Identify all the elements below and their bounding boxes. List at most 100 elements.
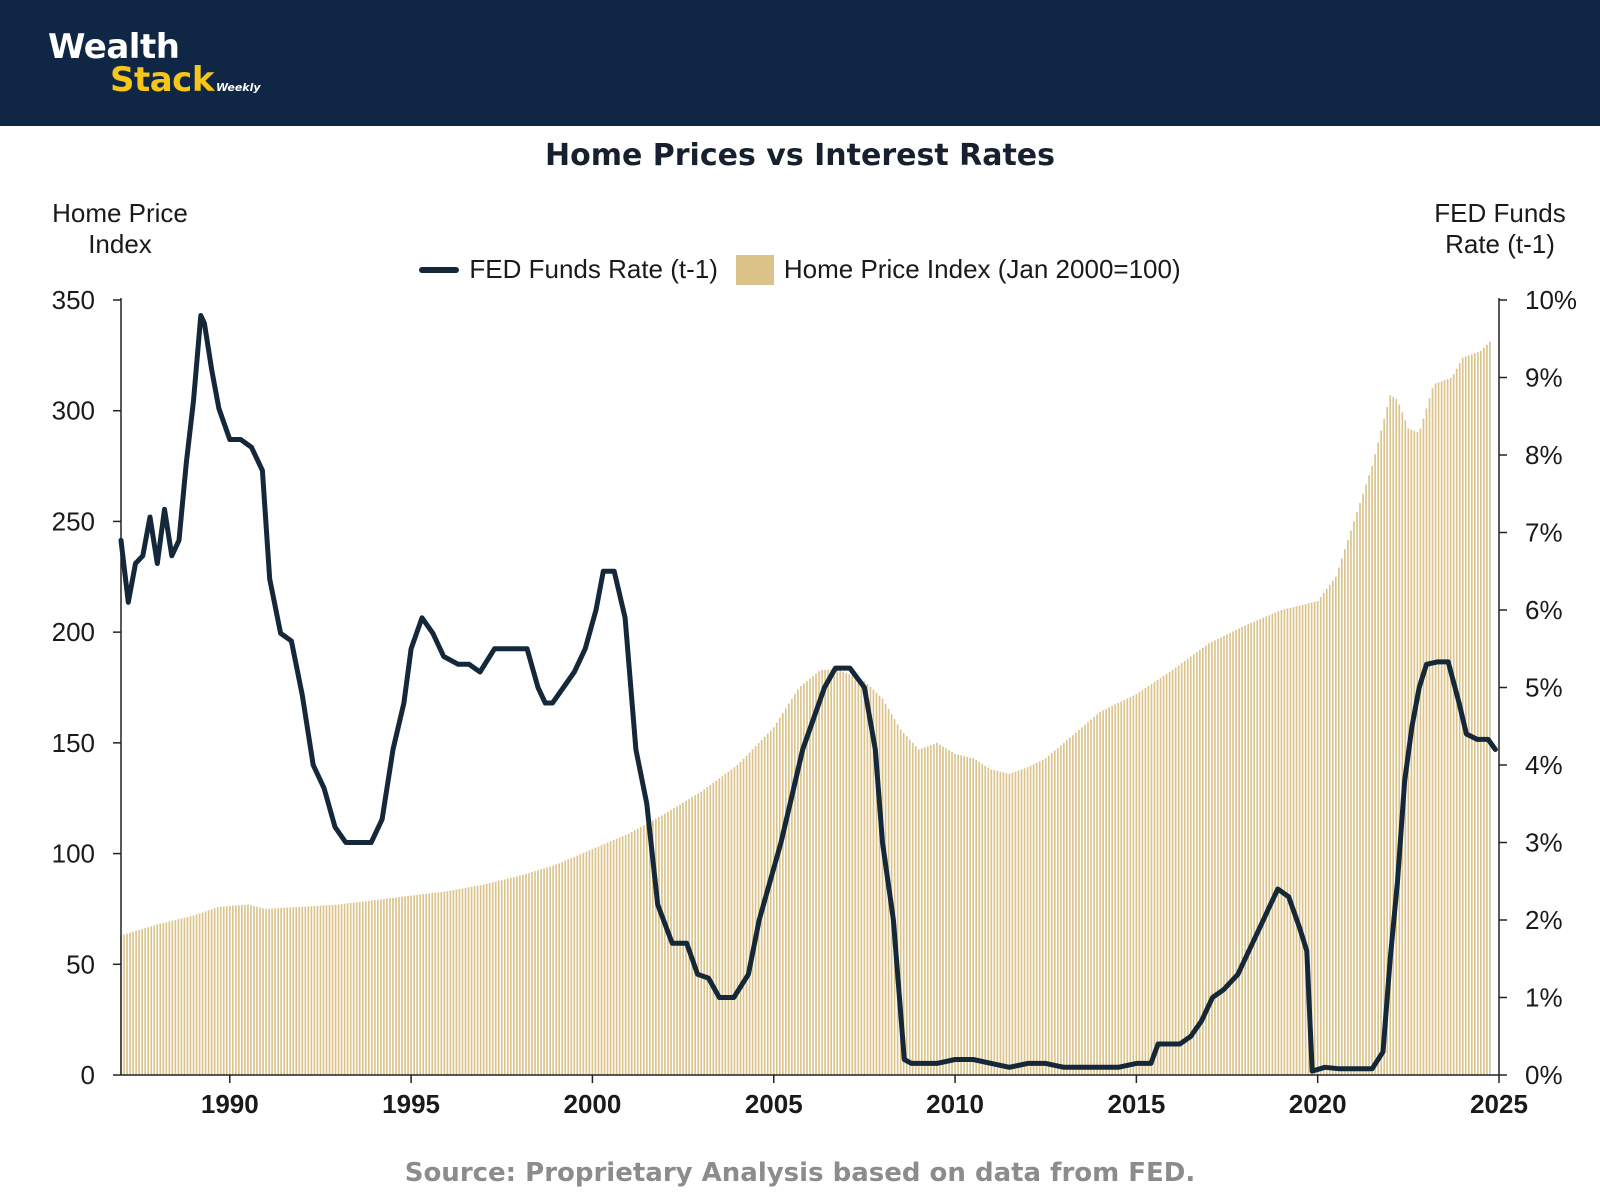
home-price-bar: [1422, 418, 1425, 1075]
home-price-bar: [1353, 521, 1355, 1075]
home-price-bar: [990, 769, 993, 1075]
x-tick-label: 2015: [1107, 1089, 1165, 1119]
home-price-bar: [510, 877, 512, 1075]
home-price-bar: [1111, 705, 1114, 1075]
home-price-bar: [1008, 773, 1011, 1075]
home-price-bar: [757, 743, 760, 1075]
home-price-bar: [872, 689, 875, 1075]
x-tick-label: 2010: [926, 1089, 984, 1119]
home-price-bar: [1084, 724, 1086, 1075]
home-price-bar: [298, 906, 301, 1075]
home-price-bar: [1159, 677, 1162, 1075]
home-price-bar: [1141, 690, 1144, 1075]
legend-label-fed-funds: FED Funds Rate (t-1): [469, 254, 718, 284]
home-price-bar: [186, 917, 189, 1075]
chart-title: Home Prices vs Interest Rates: [545, 138, 1055, 173]
home-price-bar: [800, 686, 802, 1075]
home-price-bar: [924, 747, 926, 1075]
home-price-bar: [1226, 634, 1228, 1075]
home-price-bar: [129, 932, 131, 1075]
left-y-tick-label: 200: [52, 617, 95, 647]
home-price-bar: [914, 746, 917, 1075]
home-price-bar: [1489, 341, 1491, 1075]
home-price-bar: [392, 897, 394, 1075]
home-price-bar: [1072, 735, 1074, 1075]
home-price-bar: [694, 795, 696, 1075]
home-price-bar: [1029, 765, 1032, 1075]
home-price-bar: [682, 802, 684, 1075]
home-price-bar: [1319, 597, 1322, 1075]
home-price-bar: [207, 910, 210, 1075]
home-price-bar: [1473, 353, 1476, 1075]
legend-item-fed-funds: FED Funds Rate (t-1): [419, 254, 718, 285]
home-price-bar: [235, 905, 237, 1075]
left-y-tick-label: 0: [81, 1060, 95, 1090]
home-price-bar: [425, 893, 428, 1075]
home-price-bar: [954, 753, 956, 1075]
home-price-bar: [1026, 767, 1029, 1075]
home-price-bar: [591, 849, 594, 1075]
home-price-bar: [1183, 660, 1186, 1075]
home-price-bar: [1277, 611, 1280, 1075]
home-price-bar: [951, 752, 953, 1075]
home-price-bar: [476, 885, 479, 1075]
home-price-bar: [1380, 430, 1382, 1075]
home-price-bar: [195, 914, 198, 1075]
home-price-bar: [395, 897, 397, 1075]
home-price-bar: [981, 763, 984, 1075]
home-price-bar: [1443, 380, 1446, 1075]
home-price-bar: [957, 754, 959, 1075]
left-y-tick-label: 350: [52, 285, 95, 315]
home-price-bar: [1389, 395, 1392, 1076]
right-y-tick-label: 4%: [1525, 750, 1563, 780]
home-price-bar: [1283, 609, 1286, 1075]
home-price-bar: [576, 855, 579, 1075]
home-price-bar: [434, 892, 437, 1075]
home-price-bar: [1428, 398, 1431, 1076]
home-price-bar: [1105, 708, 1107, 1075]
home-price-bar: [219, 906, 222, 1075]
home-price-bar: [570, 858, 573, 1075]
home-price-bar: [1032, 764, 1035, 1075]
home-price-bar: [712, 782, 715, 1075]
home-price-bar: [367, 900, 370, 1075]
home-price-bar: [869, 686, 872, 1075]
home-price-bar: [1286, 608, 1289, 1075]
home-price-bar: [839, 670, 842, 1075]
x-tick-label: 1990: [201, 1089, 259, 1119]
home-price-bar: [1262, 617, 1265, 1075]
home-price-bar: [939, 744, 941, 1075]
home-price-bar: [1401, 412, 1404, 1075]
home-price-bar: [703, 789, 706, 1075]
home-price-bar: [972, 758, 975, 1075]
home-price-bar: [661, 815, 663, 1075]
home-price-bar: [1341, 558, 1343, 1075]
home-price-bar: [700, 791, 703, 1075]
home-price-bar: [1322, 593, 1325, 1075]
x-tick-label: 2020: [1289, 1089, 1347, 1119]
wealth-stack-logo: Wealth Stack Weekly: [48, 30, 261, 104]
home-price-bar: [555, 864, 557, 1075]
home-price-bar: [304, 906, 307, 1075]
home-price-bar: [537, 870, 539, 1075]
home-price-bar: [132, 931, 134, 1075]
home-price-bar: [422, 894, 425, 1075]
home-price-bar: [410, 895, 412, 1075]
home-price-bar: [374, 900, 376, 1075]
home-price-bar: [543, 868, 545, 1075]
home-price-bar: [549, 866, 551, 1075]
home-price-bar: [528, 872, 530, 1075]
home-price-bar: [567, 859, 570, 1075]
home-price-bar: [446, 891, 449, 1075]
home-price-bar: [168, 921, 171, 1075]
home-price-bar: [1199, 649, 1201, 1075]
home-price-bar: [615, 838, 618, 1075]
home-price-bar: [1486, 344, 1488, 1075]
fed-funds-line-layer: [118, 313, 1498, 1074]
home-price-bar: [271, 908, 273, 1075]
home-price-bar: [1090, 719, 1092, 1075]
fed-funds-rate-line: [118, 313, 1498, 1074]
home-price-bar: [833, 669, 835, 1075]
home-price-bar: [1035, 762, 1038, 1075]
home-price-bar: [443, 891, 446, 1075]
